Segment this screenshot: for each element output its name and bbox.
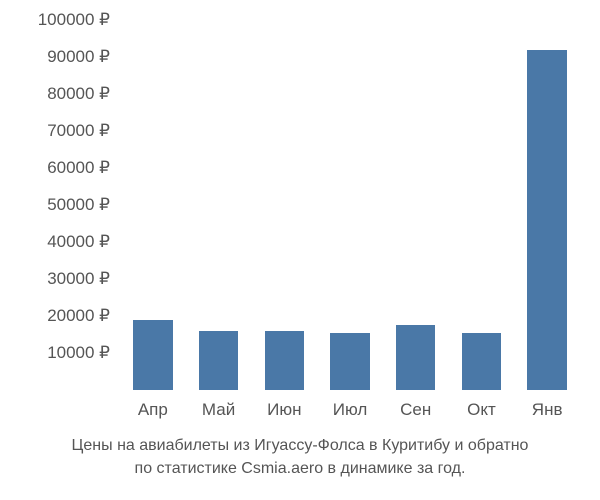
bar xyxy=(199,331,238,390)
caption-line-2: по статистике Csmia.aero в динамике за г… xyxy=(0,458,600,480)
y-tick-label: 70000 ₽ xyxy=(47,121,110,141)
x-tick-label: Июн xyxy=(267,400,301,420)
bar xyxy=(462,333,501,390)
y-tick-label: 50000 ₽ xyxy=(47,195,110,215)
bar xyxy=(133,320,172,390)
y-tick-label: 100000 ₽ xyxy=(38,10,110,30)
caption-line-1: Цены на авиабилеты из Игуассу-Фолса в Ку… xyxy=(0,435,600,457)
y-tick-label: 60000 ₽ xyxy=(47,158,110,178)
plot-area xyxy=(120,20,580,390)
y-tick-label: 90000 ₽ xyxy=(47,47,110,67)
x-tick-label: Сен xyxy=(400,400,431,420)
bar xyxy=(330,333,369,390)
x-tick-label: Янв xyxy=(532,400,563,420)
y-tick-label: 30000 ₽ xyxy=(47,269,110,289)
chart-container: 10000 ₽ 20000 ₽ 30000 ₽ 40000 ₽ 50000 ₽ 60000… xyxy=(0,0,600,500)
x-tick-label: Июл xyxy=(333,400,368,420)
y-tick-label: 10000 ₽ xyxy=(47,343,110,363)
x-tick-label: Апр xyxy=(138,400,168,420)
bar xyxy=(396,325,435,390)
bar xyxy=(265,331,304,390)
y-tick-label: 80000 ₽ xyxy=(47,84,110,104)
x-tick-label: Окт xyxy=(467,400,496,420)
bar xyxy=(527,50,566,390)
chart-caption: Цены на авиабилеты из Игуассу-Фолса в Ку… xyxy=(0,435,600,480)
y-axis: 10000 ₽ 20000 ₽ 30000 ₽ 40000 ₽ 50000 ₽ 60000… xyxy=(0,20,115,390)
x-axis: Апр Май Июн Июл Сен Окт Янв xyxy=(120,395,580,425)
x-tick-label: Май xyxy=(202,400,235,420)
y-tick-label: 40000 ₽ xyxy=(47,232,110,252)
y-tick-label: 20000 ₽ xyxy=(47,306,110,326)
